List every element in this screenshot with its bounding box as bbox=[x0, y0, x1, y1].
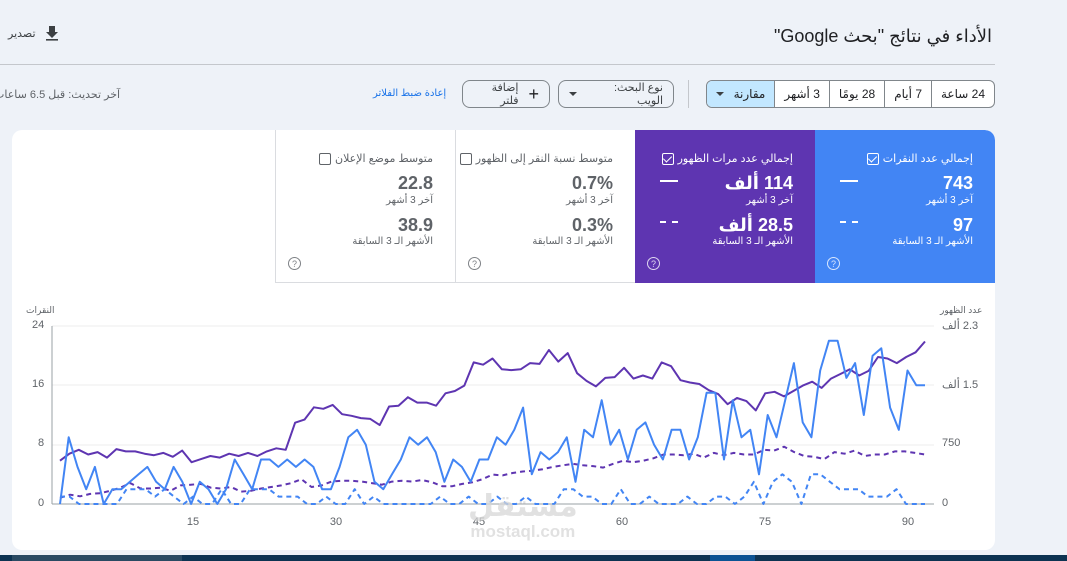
chart-plot-area bbox=[51, 325, 934, 505]
metric-label: متوسط موضع الإعلان bbox=[335, 153, 433, 165]
taskbar bbox=[0, 555, 1067, 561]
right-axis-title: عدد الظهور bbox=[940, 305, 983, 315]
metric-period-current: آخر 3 أشهر bbox=[926, 195, 973, 206]
metric-value-previous: 0.3% bbox=[571, 215, 613, 235]
metric-value-previous: 28.5 ألف bbox=[718, 215, 793, 235]
metric-label: إجمالي عدد النقرات bbox=[882, 153, 973, 165]
metric-value-current: 22.8 bbox=[397, 173, 433, 193]
right-axis-tick: 1.5 ألف bbox=[942, 379, 979, 391]
date-range-28d[interactable]: 28 يومًا bbox=[828, 81, 884, 107]
metric-label: إجمالي عدد مرات الظهور bbox=[677, 153, 793, 165]
left-axis-tick: 8 bbox=[38, 437, 45, 449]
legend-solid-line bbox=[660, 180, 678, 182]
compare-label: مقارنة bbox=[733, 87, 766, 101]
help-icon[interactable]: ? bbox=[288, 257, 301, 270]
legend-dashed-line bbox=[660, 221, 678, 223]
metric-card-position[interactable]: متوسط موضع الإعلان 22.8 آخر 3 أشهر 38.9 … bbox=[275, 130, 455, 283]
date-range-24h[interactable]: 24 ساعة bbox=[931, 81, 994, 107]
filter-bar: 24 ساعة 7 أيام 28 يومًا 3 أشهر مقارنة نو… bbox=[0, 80, 1067, 108]
reset-filters-link[interactable]: إعادة ضبط الفلاتر bbox=[373, 88, 447, 99]
legend-solid-line bbox=[840, 180, 858, 182]
checkbox-unchecked-icon[interactable] bbox=[459, 152, 472, 165]
filter-separator bbox=[688, 80, 689, 108]
left-axis-title: النقرات bbox=[26, 305, 55, 315]
metric-period-previous: الأشهر الـ 3 السابقة bbox=[712, 236, 793, 247]
checkbox-checked-icon[interactable] bbox=[866, 152, 879, 165]
metric-period-previous: الأشهر الـ 3 السابقة bbox=[532, 236, 613, 247]
x-axis-tick: 60 bbox=[615, 516, 629, 528]
export-label: تصدير bbox=[8, 27, 36, 40]
performance-chart[interactable]: النقرات عدد الظهور 24 16 8 0 2.3 ألف 1.5… bbox=[12, 295, 995, 550]
checkbox-checked-icon[interactable] bbox=[661, 152, 674, 165]
metric-card-clicks[interactable]: إجمالي عدد النقرات 743 آخر 3 أشهر 97 الأ… bbox=[815, 130, 995, 283]
x-axis-tick: 45 bbox=[472, 516, 486, 528]
checkbox-unchecked-icon[interactable] bbox=[319, 152, 332, 165]
metric-card-ctr[interactable]: متوسط نسبة النقر إلى الظهور 0.7% آخر 3 أ… bbox=[455, 130, 635, 283]
help-icon[interactable]: ? bbox=[827, 257, 840, 270]
x-axis-tick: 30 bbox=[329, 516, 343, 528]
add-filter-button[interactable]: + إضافة فلتر bbox=[462, 80, 550, 108]
chart-series-line bbox=[59, 340, 926, 464]
header-divider bbox=[0, 64, 995, 65]
metric-cards: إجمالي عدد النقرات 743 آخر 3 أشهر 97 الأ… bbox=[275, 130, 995, 283]
watermark-latin: mostaql.com bbox=[470, 522, 576, 541]
metric-period-previous: الأشهر الـ 3 السابقة bbox=[352, 236, 433, 247]
watermark: مستقل mostaql.com bbox=[468, 490, 578, 542]
date-range-selector: 24 ساعة 7 أيام 28 يومًا 3 أشهر مقارنة bbox=[705, 80, 995, 108]
left-axis-tick: 0 bbox=[38, 497, 45, 509]
x-axis-tick: 75 bbox=[758, 516, 772, 528]
help-icon[interactable]: ? bbox=[468, 257, 481, 270]
x-axis-tick: 15 bbox=[186, 516, 200, 528]
metric-value-previous: 97 bbox=[952, 215, 973, 235]
plus-icon: + bbox=[528, 84, 539, 104]
x-axis-tick: 90 bbox=[901, 516, 915, 528]
dropdown-arrow-icon bbox=[715, 92, 724, 96]
metric-value-previous: 38.9 bbox=[397, 215, 433, 235]
metric-label: متوسط نسبة النقر إلى الظهور bbox=[475, 153, 613, 165]
chart-series-line bbox=[59, 339, 925, 505]
left-axis-tick: 24 bbox=[32, 319, 45, 331]
metric-period-current: آخر 3 أشهر bbox=[386, 195, 433, 206]
taskbar-item[interactable] bbox=[12, 555, 182, 561]
date-range-3m[interactable]: 3 أشهر bbox=[774, 81, 829, 107]
metric-value-current: 0.7% bbox=[571, 173, 613, 193]
search-type-filter[interactable]: نوع البحث: الويب bbox=[558, 80, 674, 108]
add-filter-label: إضافة فلتر bbox=[491, 82, 519, 107]
search-type-label: نوع البحث: الويب bbox=[613, 82, 663, 107]
compare-dropdown[interactable]: مقارنة bbox=[706, 81, 775, 107]
metric-value-current: 743 bbox=[942, 173, 973, 193]
right-axis-tick: 2.3 ألف bbox=[942, 320, 979, 332]
performance-card: إجمالي عدد النقرات 743 آخر 3 أشهر 97 الأ… bbox=[12, 130, 995, 550]
watermark-arabic: مستقل bbox=[468, 490, 578, 523]
chart-series-line bbox=[60, 473, 925, 505]
left-axis-tick: 16 bbox=[32, 378, 45, 390]
metric-value-current: 114 ألف bbox=[724, 173, 793, 193]
metric-card-impressions[interactable]: إجمالي عدد مرات الظهور 114 ألف آخر 3 أشه… bbox=[635, 130, 815, 283]
export-button[interactable]: تصدير bbox=[8, 25, 60, 41]
right-axis-tick: 0 bbox=[942, 497, 949, 509]
metric-period-current: آخر 3 أشهر bbox=[746, 195, 793, 206]
metric-period-previous: الأشهر الـ 3 السابقة bbox=[892, 236, 973, 247]
dropdown-arrow-icon bbox=[569, 92, 577, 96]
page-title: الأداء في نتائج "بحث Google" bbox=[773, 26, 992, 46]
date-range-7d[interactable]: 7 أيام bbox=[884, 81, 931, 107]
taskbar-item[interactable] bbox=[710, 555, 755, 561]
page-header: الأداء في نتائج "بحث Google" تصدير bbox=[0, 0, 1067, 66]
last-updated-text: آخر تحديث: قبل 6.5 ساعات bbox=[0, 89, 121, 101]
download-icon bbox=[45, 26, 58, 41]
legend-dashed-line bbox=[840, 221, 858, 223]
right-axis-tick: 750 bbox=[942, 437, 961, 449]
help-icon[interactable]: ? bbox=[647, 257, 660, 270]
metric-period-current: آخر 3 أشهر bbox=[566, 195, 613, 206]
